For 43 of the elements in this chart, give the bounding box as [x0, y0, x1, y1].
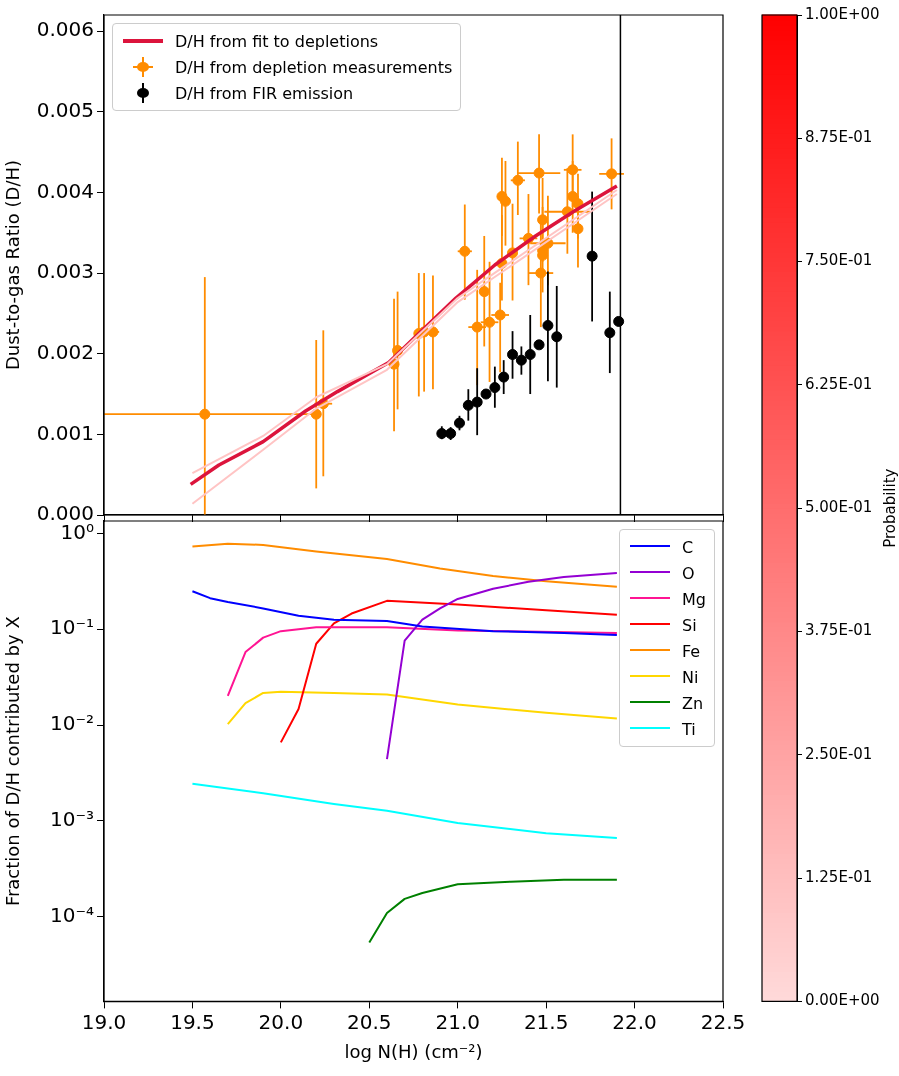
- y-tick-label: 0.004: [36, 178, 94, 203]
- legend-label: D/H from FIR emission: [175, 83, 354, 103]
- legend-label: Zn: [682, 693, 704, 713]
- y-tick-label: 0.006: [36, 17, 94, 42]
- color-bar-label: 7.50E-01: [805, 251, 873, 270]
- x-tick-label: 20.0: [258, 1009, 304, 1034]
- y-tick-label: 0.003: [36, 259, 94, 284]
- y-tick-label: 0.002: [36, 339, 94, 364]
- y-tick-label: 0.005: [36, 97, 94, 122]
- legend-label: Ti: [682, 719, 696, 739]
- y-tick-label: 0.001: [36, 420, 94, 445]
- y-tick-label: 10⁻²: [49, 711, 94, 736]
- y-axis-title: Dust-to-gas Ratio (D/H): [2, 159, 24, 371]
- color-bar-label: 2.50E-01: [805, 744, 873, 763]
- x-tick-label: 22.5: [700, 1009, 746, 1034]
- x-axis-title: log N(H) (cm⁻²): [344, 1040, 483, 1062]
- x-tick-label: 21.5: [523, 1009, 569, 1034]
- x-tick-label: 20.5: [347, 1009, 392, 1034]
- y-tick-label: 10⁻³: [49, 806, 94, 831]
- y-tick-label: 10⁻⁴: [49, 902, 94, 927]
- x-tick-label: 19.0: [81, 1009, 127, 1034]
- x-tick-label: 22.0: [612, 1009, 657, 1034]
- legend-label: Fe: [682, 641, 701, 661]
- color-bar-label: 1.25E-01: [805, 867, 873, 886]
- color-bar-label: 6.25E-01: [805, 374, 873, 393]
- legend-label: Si: [682, 615, 697, 635]
- legend-label: Mg: [682, 589, 706, 609]
- y-tick-label: 10⁻¹: [49, 615, 94, 640]
- y-axis-title: Fraction of D/H contributed by X: [2, 616, 24, 907]
- color-bar-label: 1.00E+00: [805, 4, 880, 23]
- legend-label: C: [682, 537, 694, 557]
- x-tick-label: 19.5: [170, 1009, 215, 1034]
- color-bar-label: 0.00E+00: [805, 991, 880, 1010]
- x-tick-label: 21.0: [435, 1009, 480, 1034]
- color-bar-title: Probability: [880, 468, 899, 548]
- y-tick-label: 10⁰: [60, 519, 94, 544]
- color-bar-label: 8.75E-01: [805, 128, 873, 147]
- legend-label: D/H from fit to depletions: [175, 31, 379, 51]
- legend-label: D/H from depletion measurements: [175, 57, 453, 77]
- color-bar-label: 5.00E-01: [805, 498, 873, 517]
- color-bar-label: 3.75E-01: [805, 621, 873, 640]
- legend-label: O: [682, 563, 695, 583]
- legend-label: Ni: [682, 667, 699, 687]
